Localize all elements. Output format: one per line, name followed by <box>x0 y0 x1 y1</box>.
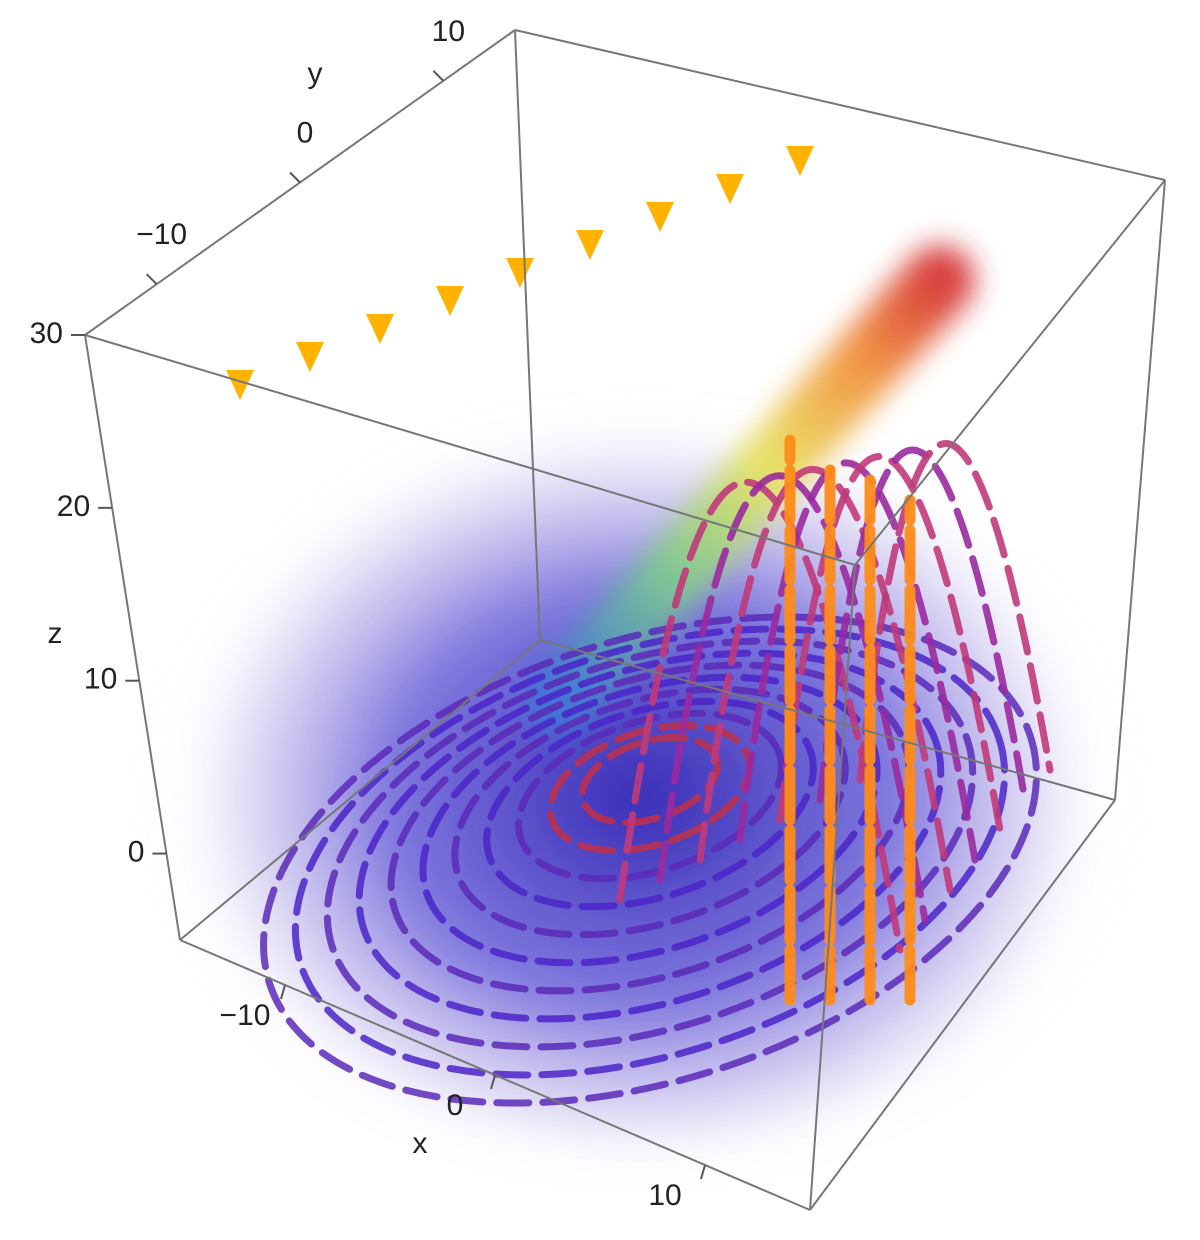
x-tick-label: 10 <box>648 1179 681 1212</box>
axes: −10 0 10 −10 0 10 0 10 20 30 <box>30 15 1166 1212</box>
y-tick-label: 0 <box>297 116 314 149</box>
x-tick <box>280 984 286 1000</box>
stream-arrow <box>366 314 394 344</box>
box-edge <box>539 639 1116 801</box>
y-tick <box>145 273 158 285</box>
x-tick-label: 0 <box>447 1089 464 1122</box>
stream-arrow <box>436 286 464 316</box>
z-tick-label: 30 <box>30 317 63 350</box>
stream-loop <box>355 649 945 1023</box>
x-axis-label: x <box>413 1127 428 1160</box>
box-edge <box>514 29 1166 181</box>
x-tick <box>700 1164 706 1180</box>
box-edge <box>809 564 856 1211</box>
y-tick <box>289 171 301 184</box>
box-edge <box>854 179 1166 566</box>
box-edge <box>514 29 541 641</box>
box-edge <box>179 639 541 941</box>
y-tick-label: −10 <box>136 218 187 251</box>
stream-arc <box>736 459 979 864</box>
density-ridge <box>525 245 975 735</box>
z-tick-label: 20 <box>57 490 90 523</box>
stream-loop <box>546 721 754 855</box>
stream-arrow <box>716 174 744 204</box>
y-tick <box>432 70 445 82</box>
y-tick-label: 10 <box>432 15 465 48</box>
z-tick-label: 10 <box>84 663 117 696</box>
box-edge <box>84 334 181 941</box>
stream-arrow <box>506 258 534 288</box>
box-edge <box>809 799 1116 1211</box>
z-tick-label: 0 <box>128 835 145 868</box>
stream-arc <box>656 472 929 924</box>
z-axis-label: z <box>48 617 63 650</box>
x-tick-label: −10 <box>220 999 271 1032</box>
stream-loop <box>515 709 785 883</box>
stream-arc <box>616 478 904 954</box>
box-edge <box>84 334 856 566</box>
stream-arc <box>856 440 1054 784</box>
stream-field <box>170 102 1110 1140</box>
stream-arrow <box>786 146 814 176</box>
stream-arc <box>776 453 1004 834</box>
y-axis-label: y <box>308 57 323 90</box>
stream-arrow <box>296 342 324 372</box>
stream-arrow <box>646 202 674 232</box>
stream-arrow <box>576 230 604 260</box>
stream-arc <box>816 446 1029 804</box>
x-tick <box>490 1074 496 1090</box>
box-edge <box>1114 179 1166 801</box>
stream-arrow <box>226 370 254 400</box>
